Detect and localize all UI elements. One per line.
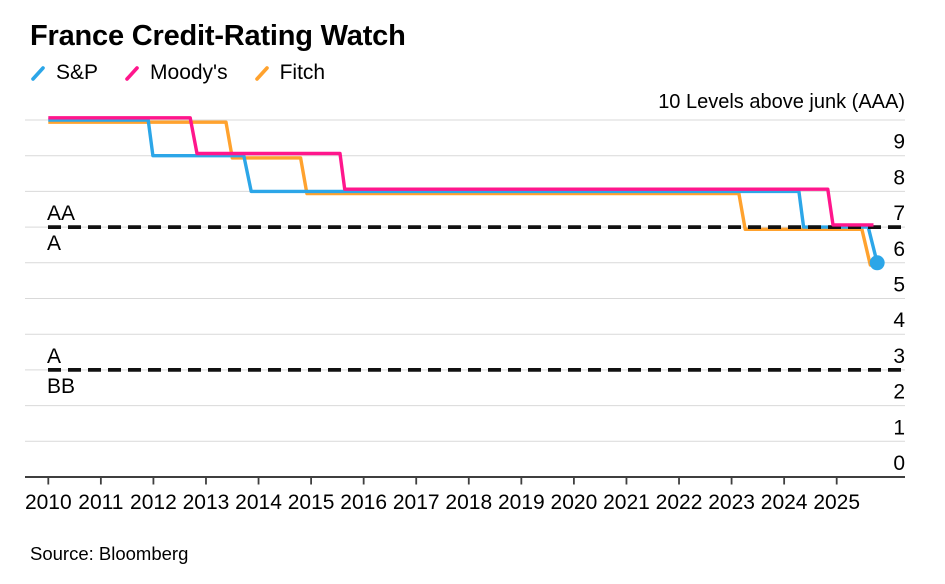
sp-end-dot <box>869 255 885 271</box>
x-tick-label: 2011 <box>78 491 123 514</box>
y-tick-label: 5 <box>893 274 905 297</box>
x-tick-label: 2010 <box>25 491 72 514</box>
legend-item-moodys: Moody's <box>124 61 228 85</box>
legend-label: S&P <box>56 61 99 84</box>
threshold-label-below: A <box>47 232 61 255</box>
x-tick-label: 2016 <box>340 491 387 514</box>
x-tick-label: 2017 <box>393 491 440 514</box>
legend-slash-icon <box>125 65 139 81</box>
legend-item-sp: S&P <box>30 61 98 85</box>
y-tick-label: 8 <box>893 166 905 189</box>
threshold-label-above: A <box>47 345 61 368</box>
x-tick-label: 2012 <box>130 491 177 514</box>
x-tick-label: 2020 <box>551 491 598 514</box>
fitch-line <box>48 120 874 267</box>
legend-slash-icon-line <box>31 65 45 81</box>
y-tick-label: 9 <box>893 131 905 154</box>
y-tick-label: 2 <box>893 381 905 404</box>
legend-label: Fitch <box>279 61 326 84</box>
x-tick-label: 2013 <box>183 491 230 514</box>
moodys-line <box>48 116 874 227</box>
x-tick-label: 2015 <box>288 491 335 514</box>
legend-label: Moody's <box>150 61 228 84</box>
threshold-label-below: BB <box>47 375 75 398</box>
x-tick-label: 2024 <box>761 491 808 514</box>
y-tick-label: 0 <box>893 452 905 475</box>
x-tick-label: 2019 <box>498 491 545 514</box>
y-axis-title: 10 Levels above junk (AAA) <box>658 91 905 113</box>
x-tick-label: 2021 <box>603 491 650 514</box>
x-tick-label: 2022 <box>656 491 703 514</box>
legend-slash-icon-line <box>125 65 139 81</box>
x-tick-label: 2014 <box>235 491 282 514</box>
y-tick-label: 4 <box>893 309 905 332</box>
legend-slash-icon <box>31 65 45 81</box>
y-tick-label: 6 <box>893 238 905 261</box>
y-tick-label: 1 <box>893 416 905 439</box>
x-tick-label: 2018 <box>445 491 492 514</box>
source-label: Source: Bloomberg <box>30 543 189 564</box>
sp-line <box>48 118 879 264</box>
x-tick-label: 2023 <box>708 491 755 514</box>
legend-item-fitch: Fitch <box>254 61 326 85</box>
y-tick-label: 3 <box>893 345 905 368</box>
legend-slash-icon <box>254 65 269 81</box>
threshold-label-above: AA <box>47 202 75 225</box>
x-tick-label: 2025 <box>813 491 860 514</box>
legend-slash-icon-line <box>254 65 269 81</box>
chart-title: France Credit-Rating Watch <box>30 20 406 52</box>
legend: S&P Moody's Fitch <box>30 61 325 85</box>
y-tick-label: 7 <box>893 202 905 225</box>
